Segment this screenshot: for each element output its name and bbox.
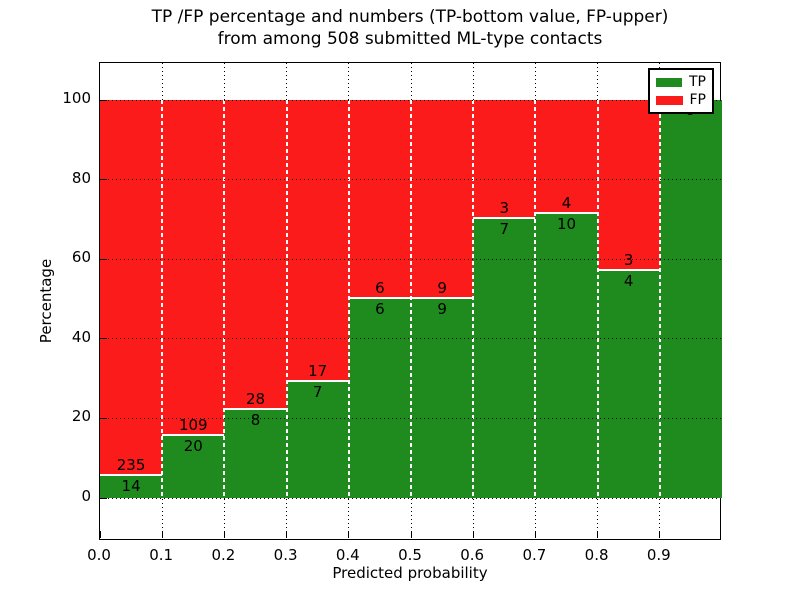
bar-segment-fp	[224, 100, 287, 410]
y-tick-label: 60	[71, 248, 91, 267]
x-tick-label: 0.1	[149, 546, 174, 564]
legend-swatch-fp	[656, 95, 683, 105]
bar-segment-fp	[100, 100, 163, 476]
x-tick-label: 0.0	[87, 546, 111, 564]
x-gridline-overlay	[347, 100, 350, 498]
x-tick-mark	[348, 531, 350, 538]
x-tick-mark	[597, 531, 599, 538]
bar-segment-tp	[162, 436, 225, 498]
bar-segment-fp	[286, 100, 349, 382]
bar-segment-fp	[473, 100, 536, 220]
bar-segment-tp	[473, 219, 536, 498]
fp-count-label: 17	[308, 361, 328, 380]
x-gridline-overlay	[534, 100, 537, 498]
fp-count-label: 109	[178, 416, 208, 435]
bar-segment-tp	[286, 381, 349, 498]
x-gridline-overlay	[596, 100, 599, 498]
fp-count-label: 3	[623, 250, 634, 269]
x-tick-mark	[161, 531, 163, 538]
chart-title-line1: TP /FP percentage and numbers (TP-bottom…	[151, 7, 669, 27]
y-tick-label: 20	[71, 407, 91, 426]
x-gridline-overlay	[410, 100, 412, 498]
x-tick-mark	[659, 531, 661, 538]
x-tick-label: 0.2	[211, 546, 236, 564]
bar-segment-tp	[659, 100, 722, 498]
bar-segment-fp	[162, 100, 225, 437]
tp-count-label: 4	[623, 271, 634, 290]
y-tick-mark	[100, 258, 107, 260]
legend-swatch-tp	[656, 77, 682, 87]
x-tick-label: 0.4	[335, 546, 360, 564]
y-tick-label: 0	[81, 487, 91, 505]
bar-segment-tp	[597, 270, 660, 498]
y-gridline	[100, 99, 722, 101]
x-tick-label: 0.3	[273, 546, 298, 564]
y-gridline	[100, 338, 722, 340]
fp-count-label: 235	[116, 455, 146, 474]
fp-count-label: 4	[561, 193, 572, 212]
y-tick-mark	[100, 497, 107, 499]
bar-segment-tp	[224, 409, 287, 498]
tp-count-label: 8	[250, 410, 261, 429]
bar-segment-fp	[411, 100, 474, 299]
plot-area: TP FP 2351410920288177669937410349	[99, 62, 722, 541]
tp-count-label: 7	[312, 382, 323, 401]
y-tick-mark	[100, 99, 107, 101]
legend-item-tp: TP	[656, 73, 706, 90]
x-axis-label: Predicted probability	[332, 564, 488, 582]
legend-item-fp: FP	[656, 91, 707, 108]
y-tick-mark	[100, 417, 107, 419]
y-tick-mark	[100, 179, 107, 181]
x-tick-mark	[223, 531, 225, 538]
x-gridline-overlay	[161, 100, 164, 498]
bar-segment-fp	[348, 100, 411, 299]
fp-count-label: 6	[375, 279, 385, 297]
bar-segment-fp	[535, 100, 598, 214]
y-gridline	[100, 417, 722, 419]
legend-label-fp: FP	[689, 91, 707, 108]
bar-segment-fp	[597, 100, 660, 271]
x-tick-mark	[99, 531, 101, 538]
legend-label-tp: TP	[689, 73, 706, 90]
x-tick-mark	[472, 531, 474, 538]
x-tick-label: 0.8	[584, 546, 609, 564]
y-tick-label: 100	[62, 89, 91, 107]
fp-count-label: 9	[437, 279, 447, 297]
chart-title-line2: from among 508 submitted ML-type contact…	[217, 29, 603, 49]
tp-count-label: 14	[121, 476, 141, 495]
x-tick-label: 0.5	[398, 546, 422, 564]
y-tick-mark	[100, 338, 107, 340]
legend: TP FP	[648, 68, 714, 114]
x-tick-mark	[410, 531, 412, 538]
x-tick-mark	[286, 531, 288, 538]
bar-segment-tp	[100, 475, 163, 498]
x-tick-label: 0.7	[522, 546, 547, 564]
bar-segment-tp	[411, 299, 474, 498]
tp-count-label: 9	[437, 300, 447, 318]
x-gridline-overlay	[658, 100, 661, 498]
tp-count-label: 7	[499, 220, 510, 239]
bar-segment-tp	[348, 299, 411, 498]
x-tick-mark	[534, 531, 536, 538]
x-tick-label: 0.6	[460, 546, 485, 564]
y-tick-label: 40	[71, 327, 91, 346]
x-tick-label: 0.9	[646, 546, 671, 564]
tp-count-label: 20	[183, 437, 203, 456]
x-gridline-overlay	[223, 100, 226, 498]
y-gridline	[100, 258, 722, 260]
x-gridline-overlay	[285, 100, 288, 498]
fp-count-label: 28	[245, 389, 266, 408]
y-gridline	[100, 179, 722, 181]
tp-count-label: 10	[556, 214, 577, 233]
bar-segment-tp	[535, 213, 598, 498]
tp-count-label: 6	[375, 300, 385, 318]
y-gridline	[100, 497, 722, 499]
fp-count-label: 3	[499, 199, 510, 218]
y-tick-label: 80	[71, 168, 91, 187]
x-gridline-overlay	[472, 100, 475, 498]
